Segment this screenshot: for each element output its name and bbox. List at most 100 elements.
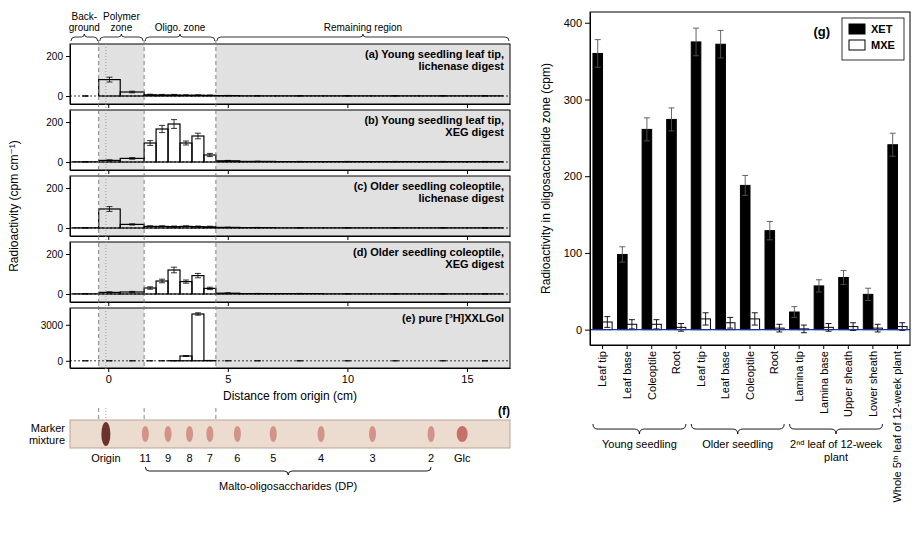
plot-frame [70,110,510,170]
x-tick-mark [228,368,229,372]
error-bar [482,360,488,361]
y-tick: 0 [57,223,70,234]
y-tick: 200 [46,249,70,260]
error-bar [344,161,350,162]
error-bar [604,317,610,328]
tlc-marker-label: 3 [369,452,375,464]
x-tick: Lower sheath [867,345,879,417]
tlc: Origin1198765432GlcMarkermixture(f)Malto… [29,404,510,492]
error-bar [183,141,189,145]
y-axis: 0200 [46,45,70,105]
error-bar [791,307,797,318]
zone-label: Polymerzone [103,11,140,33]
y-axis: 0200 [46,243,70,303]
zero-line [590,329,910,330]
bin [120,224,144,228]
error-bar [440,360,446,361]
bin [180,226,192,228]
bin [72,227,98,228]
origin-line [105,44,106,369]
legend-label: MXE [871,39,895,51]
error-bar [129,91,135,93]
tlc-marker-label: 7 [207,452,213,464]
group-label: 2ⁿᵈ leaf of 12-weekplant [790,438,882,463]
group-brace [790,424,883,434]
bin [144,143,156,162]
bin [240,293,276,295]
error-bar [195,273,201,277]
panel-title: (f) [498,404,510,418]
x-tick-label: Coleoptile [646,351,658,400]
error-bar [255,293,261,294]
x-axis: 051015 [71,368,511,385]
x-tick-mark [897,345,898,349]
bin [72,293,98,294]
tlc-marker-label: Glc [454,452,471,464]
error-bar [106,77,112,82]
bin [323,161,371,163]
bin [371,227,419,228]
x-tick [467,170,468,174]
bin [99,209,121,228]
error-bar [727,317,733,328]
x-tick-label: Lamina base [818,351,830,414]
x-tick [347,302,348,306]
y-tick-mark [585,253,590,254]
error-bar [482,227,488,228]
x-tick [228,302,229,306]
error-bar [255,227,261,228]
bar [740,185,750,329]
x-tick [347,236,348,240]
x-tick [228,170,229,174]
bin [276,293,324,295]
panel-title: (e) pure [³H]XXLGol [402,312,504,324]
bin [276,161,324,163]
x-tick-label: Whole 5ᵗʰ leaf of 12-week plant [891,351,903,503]
x-tick: Whole 5ᵗʰ leaf of 12-week plant [891,345,903,503]
error-bar [392,161,398,162]
x-tick: Root [768,345,780,374]
y-tick: 0 [576,324,590,336]
error-bar [207,95,213,97]
x-axis-line [71,170,511,171]
y-tick-mark [66,122,70,123]
zone-boundary [215,40,216,369]
x-tick-label: Lower sheath [867,351,879,417]
error-bar [801,325,807,333]
x-axis-line [71,302,511,303]
tlc-spot [457,426,468,442]
bin [276,227,324,228]
panel: 0200(b) Young seedling leaf tip,XEG dige… [46,110,510,174]
x-tick-mark [347,170,348,174]
bin [72,360,98,361]
panel: 03000051015(e) pure [³H]XXLGol [41,308,511,385]
error-bar [129,291,135,292]
error-bar [83,95,89,97]
bin [156,95,168,96]
error-bar [482,95,488,96]
legend: XETMXE [842,18,904,60]
error-bar [171,226,177,227]
x-tick-mark [108,170,109,174]
x-axis: Leaf tipLeaf baseColeoptileRootLeaf tipL… [591,345,911,503]
x-tick-label: 15 [461,373,473,385]
y-tick-mark [66,56,70,57]
bin [467,293,503,294]
x-tick: Coleoptile [646,345,658,400]
bin [323,95,371,96]
x-tick-mark [108,104,109,108]
y-tick: 100 [564,247,590,259]
error-bar [767,221,773,239]
x-tick-mark [108,302,109,306]
x-axis-title: Distance from origin (cm) [223,389,357,403]
error-bar [83,360,89,361]
y-tick-mark [585,330,590,331]
x-tick-label: Leaf tip [695,351,707,387]
bin [156,129,168,162]
x-tick: Coleoptile [744,345,756,400]
x-tick: 5 [225,368,231,385]
tlc-bracket-label: Malto-oligosaccharides (DP) [219,480,357,492]
error-bar [147,141,153,146]
bar [593,53,603,329]
x-tick-label: Leaf base [719,351,731,399]
